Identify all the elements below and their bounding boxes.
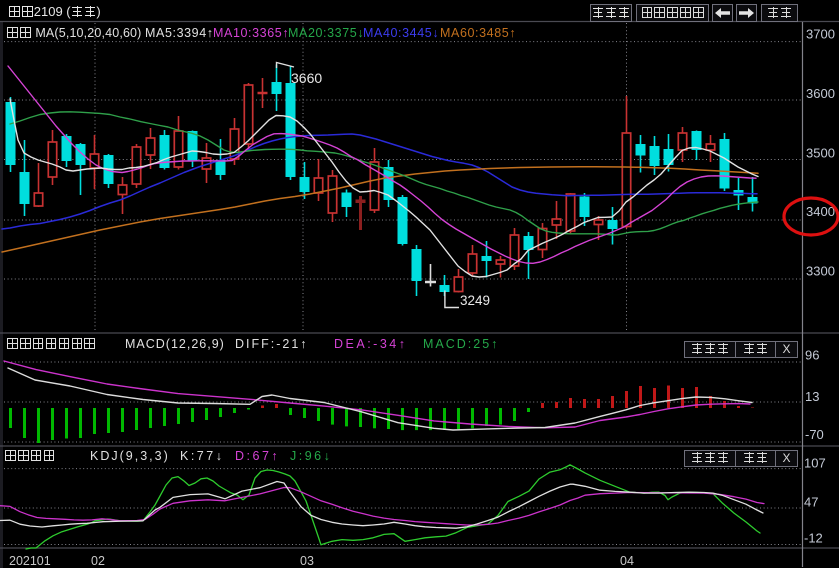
svg-text:02: 02 bbox=[91, 554, 105, 568]
svg-text:13: 13 bbox=[805, 389, 819, 404]
svg-text:3249: 3249 bbox=[460, 293, 490, 308]
svg-text:3700: 3700 bbox=[806, 27, 835, 42]
svg-text:3300: 3300 bbox=[806, 264, 835, 279]
svg-text:202101: 202101 bbox=[9, 554, 51, 568]
svg-text:04: 04 bbox=[620, 554, 634, 568]
svg-text:-70: -70 bbox=[805, 427, 824, 442]
svg-text:107: 107 bbox=[804, 456, 826, 471]
svg-text:3400: 3400 bbox=[806, 204, 835, 219]
svg-text:3500: 3500 bbox=[806, 146, 835, 161]
svg-text:47: 47 bbox=[804, 495, 818, 510]
svg-text:3660: 3660 bbox=[291, 70, 322, 86]
svg-text:03: 03 bbox=[300, 554, 314, 568]
svg-text:96: 96 bbox=[805, 348, 819, 363]
svg-text:3600: 3600 bbox=[806, 86, 835, 101]
svg-text:-12: -12 bbox=[804, 531, 823, 546]
